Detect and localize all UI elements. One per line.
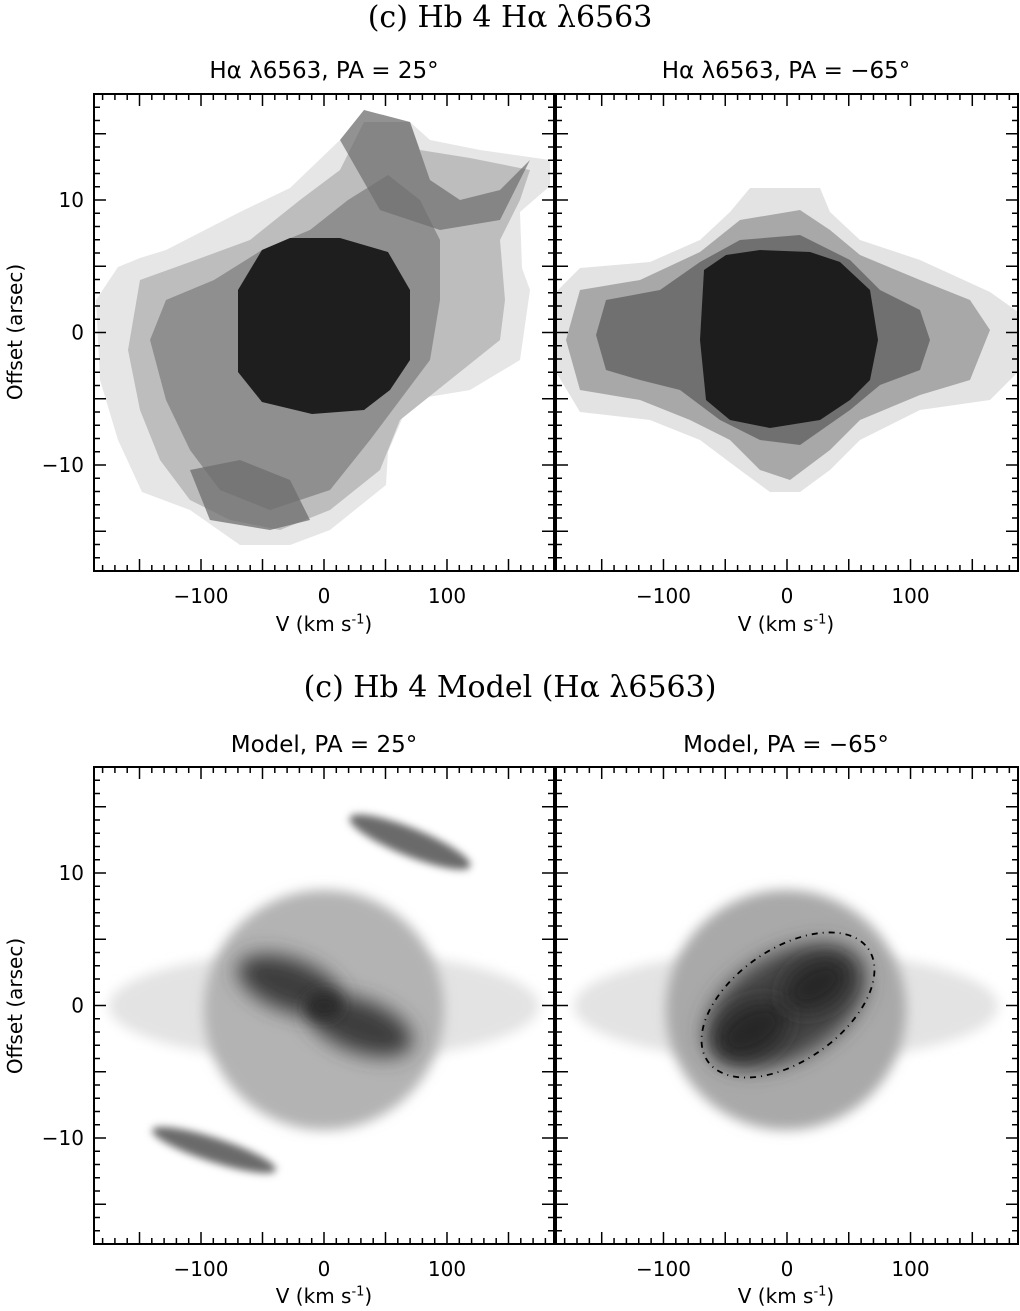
xlabel-model-pa-65: V (km s-1) (737, 1284, 835, 1308)
x-tick-label-obs-pa-65: 100 (891, 584, 929, 608)
model-core-lobe-a-pa-65 (715, 999, 789, 1061)
top-section-title: (c) Hb 4 Hα λ6563 (367, 0, 653, 35)
x-tick-label-model-pa-65: 100 (891, 1257, 929, 1281)
xlabel-model-pa25: V (km s-1) (275, 1284, 373, 1308)
y-tick-label-obs-pa25: 10 (59, 188, 84, 212)
panel-title-obs-pa25: Hα λ6563, PA = 25° (209, 58, 439, 84)
model-jet-lower-pa25 (152, 1126, 276, 1174)
x-tick-label-obs-pa25: 0 (318, 584, 331, 608)
y-tick-label-obs-pa25: −10 (42, 453, 84, 477)
heatmap-model-pa-65 (574, 890, 998, 1130)
x-tick-label-obs-pa-65: −100 (636, 584, 691, 608)
panel-title-obs-pa-65: Hα λ6563, PA = −65° (661, 58, 911, 84)
xlabel-obs-pa25: V (km s-1) (275, 612, 373, 636)
model-jet-upper-pa25 (349, 814, 471, 870)
pixel-streak-upper-obs-pa25 (340, 110, 530, 230)
heatmap-obs-pa25 (96, 110, 550, 545)
panel-title-model-pa-65: Model, PA = −65° (683, 732, 889, 758)
y-tick-label-model-pa25: 10 (59, 861, 84, 885)
pixel-streak-lower-obs-pa25 (190, 460, 310, 530)
xlabel-obs-pa-65: V (km s-1) (737, 612, 835, 636)
x-tick-label-model-pa25: −100 (174, 1257, 229, 1281)
model-core-center-pa25 (306, 992, 342, 1020)
core-obs-pa25 (238, 238, 410, 414)
bottom-section-title: (c) Hb 4 Model (Hα λ6563) (303, 670, 717, 705)
pixel-grid-obs-pa25 (96, 110, 550, 545)
core-obs-pa-65 (700, 250, 878, 428)
x-tick-label-model-pa25: 0 (318, 1257, 331, 1281)
model-core-lobe-b-pa-65 (782, 957, 850, 1013)
y-tick-label-model-pa25: 0 (71, 994, 84, 1018)
x-tick-label-obs-pa-65: 0 (781, 584, 794, 608)
model-contour-ellipse-pa-65 (700, 931, 876, 1079)
panel-title-model-pa25: Model, PA = 25° (230, 732, 418, 758)
y-tick-label-obs-pa25: 0 (71, 321, 84, 345)
x-tick-label-model-pa-65: 0 (781, 1257, 794, 1281)
x-tick-label-obs-pa25: 100 (428, 584, 466, 608)
heatmap-model-pa25 (109, 814, 539, 1174)
x-tick-label-obs-pa25: −100 (174, 584, 229, 608)
y-tick-label-model-pa25: −10 (42, 1126, 84, 1150)
x-tick-label-model-pa-65: −100 (636, 1257, 691, 1281)
x-tick-label-model-pa25: 100 (428, 1257, 466, 1281)
heatmap-obs-pa-65 (556, 188, 1018, 492)
